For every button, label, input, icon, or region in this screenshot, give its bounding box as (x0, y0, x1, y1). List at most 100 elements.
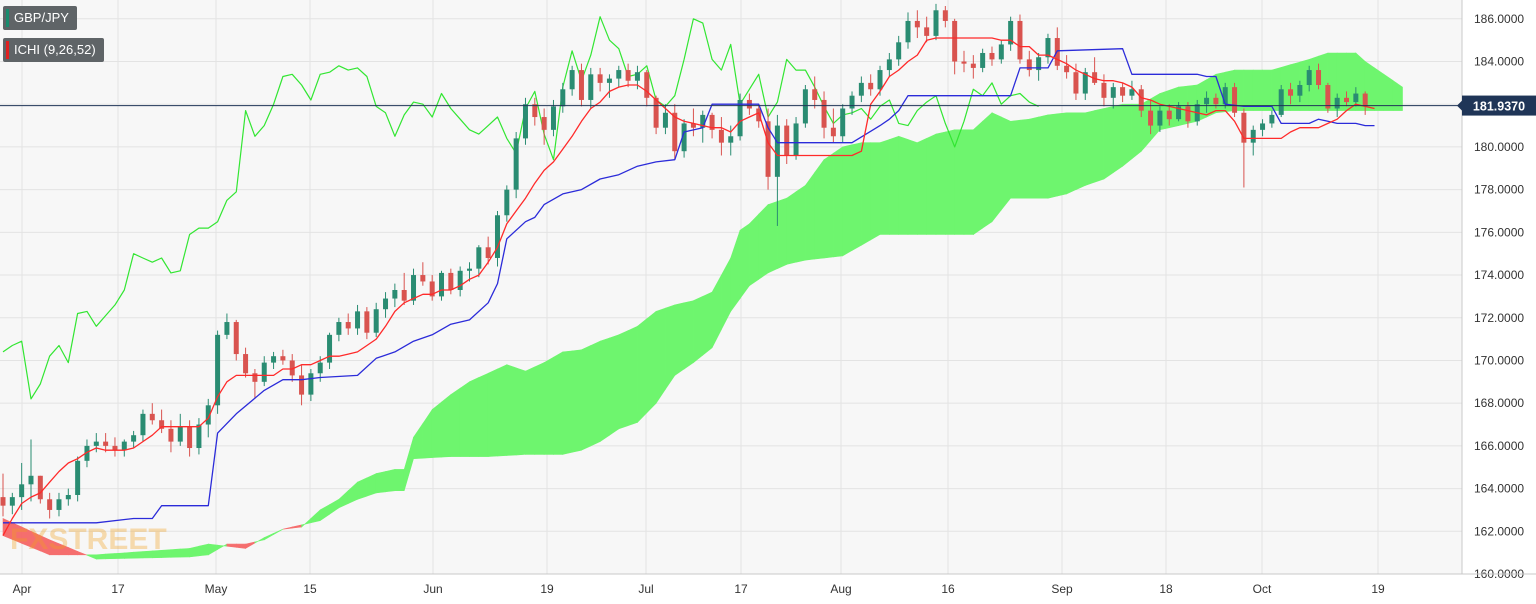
cloud-segment (1047, 113, 1058, 199)
cloud-segment (758, 203, 769, 280)
candle-up (849, 95, 855, 109)
cloud-segment (469, 377, 480, 457)
y-tick-label: 172.0000 (1474, 311, 1524, 325)
tenkan-sen-line (2, 37, 1375, 536)
cloud-segment (562, 350, 573, 455)
candle-up (84, 445, 90, 461)
x-tick-label: 16 (941, 582, 955, 596)
candle-down (159, 420, 165, 429)
candle-up (1176, 106, 1182, 120)
candle-down (1017, 20, 1023, 60)
candle-up (1110, 87, 1116, 98)
cloud-segment (450, 387, 461, 457)
y-tick-label: 186.0000 (1474, 12, 1524, 26)
candle-up (1222, 87, 1228, 105)
candle-down (690, 123, 696, 128)
indicator-legend[interactable]: ICHI (9,26,52) (3, 38, 104, 62)
candle-up (1269, 114, 1275, 124)
candle-up (205, 405, 211, 425)
cloud-segment (1038, 114, 1049, 199)
price-tag-box (1462, 95, 1536, 116)
candle-down (942, 10, 948, 21)
cloud-segment (1262, 69, 1273, 111)
cloud-segment (963, 129, 974, 235)
candle-up (271, 356, 277, 363)
cloud-segment (777, 197, 788, 270)
cloud-segment (581, 345, 592, 451)
cloud-segment (870, 142, 881, 241)
cloud-segment (198, 543, 209, 557)
candle-down (914, 20, 920, 28)
cloud-segment (385, 469, 396, 493)
candle-down (252, 373, 258, 382)
cloud-segment (926, 133, 937, 235)
cloud-segment (1392, 80, 1403, 111)
cloud-segment (506, 364, 517, 456)
cloud-segment (478, 372, 489, 457)
candle-down (149, 413, 155, 421)
cloud-segment (1075, 112, 1086, 191)
candle-down (597, 74, 603, 83)
candle-up (9, 497, 15, 506)
cloud-segment (655, 307, 666, 405)
candle-down (784, 125, 790, 156)
x-tick-label: 19 (1371, 582, 1385, 596)
candle-down (1288, 89, 1294, 96)
x-tick-label: Jul (638, 582, 653, 596)
candle-up (1204, 97, 1210, 105)
candle-up (308, 373, 314, 395)
candle-down (420, 275, 426, 282)
cloud-segment (749, 213, 760, 287)
candle-down (280, 356, 286, 361)
indicator-label: ICHI (9,26,52) (14, 42, 96, 57)
candle-up (215, 334, 221, 406)
cloud-segment (1066, 112, 1077, 195)
candle-up (569, 70, 575, 90)
cloud-segment (515, 367, 526, 456)
candle-up (196, 424, 202, 449)
cloud-segment (861, 142, 872, 246)
cloud-segment (683, 300, 694, 370)
symbol-legend[interactable]: GBP/JPY (3, 6, 77, 30)
candle-down (1026, 59, 1032, 71)
candle-down (37, 475, 43, 500)
x-tick-label: Apr (13, 582, 32, 596)
candle-down (1325, 85, 1331, 109)
cloud-segment (1010, 119, 1021, 199)
candle-up (494, 215, 500, 258)
candle-up (606, 78, 612, 83)
candle-up (1129, 89, 1135, 96)
x-tick-label: 19 (540, 582, 554, 596)
candle-up (457, 270, 463, 290)
y-tick-label: 174.0000 (1474, 268, 1524, 282)
candle-down (485, 247, 491, 258)
candle-down (1166, 110, 1172, 120)
candle-down (989, 52, 995, 60)
candle-up (616, 70, 622, 79)
candle-up (774, 125, 780, 177)
candle-down (1316, 70, 1322, 86)
candle-down (448, 272, 454, 290)
candle-up (121, 441, 127, 451)
cloud-segment (954, 129, 965, 235)
y-tick-label: 176.0000 (1474, 225, 1524, 239)
cloud-segment (180, 548, 190, 558)
cloud-segment (1243, 69, 1254, 111)
cloud-segment (879, 139, 890, 235)
candle-down (625, 70, 631, 81)
x-tick-label: Oct (1253, 582, 1272, 596)
candle-down (970, 63, 976, 68)
price-tag-label: 181.9370 (1473, 100, 1525, 114)
candle-down (289, 360, 295, 376)
candle-up (1157, 110, 1163, 126)
cloud-segment (805, 171, 816, 261)
candle-down (644, 72, 650, 98)
indicator-swatch (6, 41, 9, 59)
candle-up (504, 189, 510, 216)
cloud-segment (1103, 106, 1114, 180)
candle-down (1064, 65, 1070, 73)
candle-up (140, 413, 146, 436)
kijun-sen-line (3, 48, 1375, 524)
candle-up (1260, 123, 1266, 130)
x-tick-label: Sep (1051, 582, 1073, 596)
